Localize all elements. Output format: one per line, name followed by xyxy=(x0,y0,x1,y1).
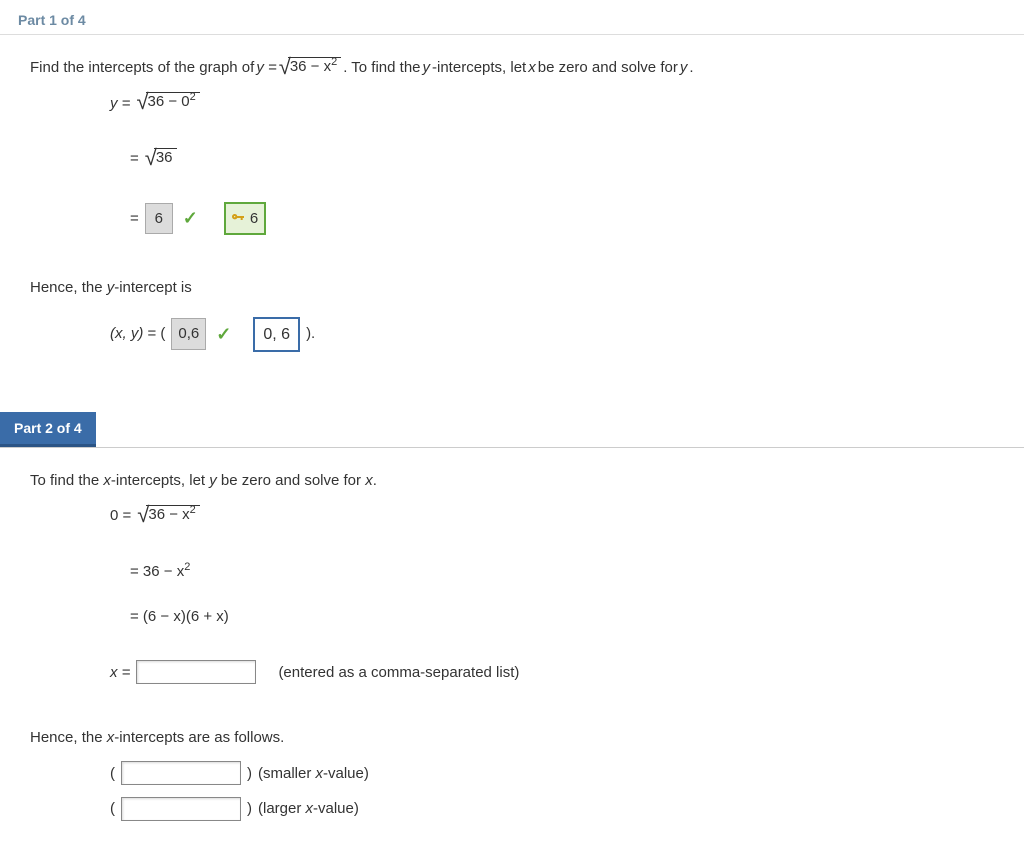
smaller-row: ( ) (smaller x-value) xyxy=(110,761,994,787)
eq-sign: = xyxy=(130,146,139,172)
eq-lhs: y = xyxy=(256,55,276,81)
key-icon xyxy=(230,210,246,226)
p2-hence-a: Hence, the xyxy=(30,729,107,746)
part1-hence: Hence, the y-intercept is xyxy=(30,275,994,301)
part2-line1: 0 = √ 36 − x2 xyxy=(110,503,994,529)
rad-text: 36 − 0 xyxy=(148,93,190,110)
smaller-label: (smaller x-value) xyxy=(258,761,369,787)
larger-row: ( ) (larger x-value) xyxy=(110,796,994,822)
line1-lhs: 0 = xyxy=(110,503,131,529)
intro-b: . To find the xyxy=(343,55,420,81)
intro-f: be zero and solve for xyxy=(538,55,678,81)
paren-open: ( xyxy=(110,796,115,822)
part2-hence: Hence, the x-intercepts are as follows. xyxy=(30,725,994,751)
part-2-bar: Part 2 of 4 xyxy=(0,412,1024,448)
x-hint: (entered as a comma-separated list) xyxy=(278,660,519,686)
larger-label: (larger x-value) xyxy=(258,796,359,822)
answer-box-1[interactable]: 6 xyxy=(145,203,173,235)
key-answer-2[interactable]: 0, 6 xyxy=(253,317,300,352)
hence-text: Hence, the xyxy=(30,279,107,296)
part2-x-row: x = (entered as a comma-separated list) xyxy=(110,660,994,686)
radicand: 36 − x xyxy=(290,58,331,75)
larger-x-input[interactable] xyxy=(121,797,241,821)
sqrt-expr: √ 36 − x2 xyxy=(279,57,341,79)
check-icon: ✓ xyxy=(183,203,198,234)
p2-radicand: 36 − x2 xyxy=(146,505,199,524)
line3-text: = (6 − x)(6 + x) xyxy=(130,604,229,630)
sqrt-sign: √ xyxy=(145,147,157,169)
p2-x: x xyxy=(103,472,111,489)
sqrt-sign: √ xyxy=(137,504,149,526)
intro-h: . xyxy=(689,55,693,81)
p2-sqrt: √ 36 − x2 xyxy=(137,505,199,527)
line2-text: = 36 − x2 xyxy=(130,559,190,585)
sqrt-body: 36 − x2 xyxy=(288,57,341,76)
x-input[interactable] xyxy=(136,660,256,684)
intro-x: x xyxy=(528,55,536,81)
hence2: -intercept is xyxy=(114,279,192,296)
line2-radicand: 36 xyxy=(154,148,177,167)
intro-y2: y xyxy=(680,55,688,81)
part1-line2: = √ 36 xyxy=(130,146,994,172)
paren-open: ( xyxy=(110,761,115,787)
p2-intro-e: be zero and solve for xyxy=(217,472,365,489)
smaller-x-input[interactable] xyxy=(121,761,241,785)
part-2-content: To find the x-intercepts, let y be zero … xyxy=(0,448,1024,842)
line1-radicand: 36 − 02 xyxy=(146,92,200,111)
p2-intro-a: To find the xyxy=(30,472,103,489)
line1-sqrt: √ 36 − 02 xyxy=(136,92,199,114)
paren-close: ) xyxy=(247,761,252,787)
part2-line3: = (6 − x)(6 + x) xyxy=(130,604,994,630)
part2-line2: = 36 − x2 xyxy=(130,559,994,585)
xy-label: (x, y) = ( xyxy=(110,321,165,347)
p2-hence-b: -intercepts are as follows. xyxy=(114,729,284,746)
key-value: 6 xyxy=(250,206,258,232)
intro-d: -intercepts, let xyxy=(432,55,526,81)
line1-lhs: y = xyxy=(110,91,130,117)
check-icon: ✓ xyxy=(216,319,231,350)
answer-box-2[interactable]: 0,6 xyxy=(171,318,206,350)
intro-text: Find the intercepts of the graph of xyxy=(30,55,254,81)
x-eq: x = xyxy=(110,660,130,686)
intro-y: y xyxy=(423,55,431,81)
part-2-header: Part 2 of 4 xyxy=(0,412,96,447)
part1-line1: y = √ 36 − 02 xyxy=(110,91,994,117)
line2-sqrt: √ 36 xyxy=(145,148,177,170)
part1-line3: = 6 ✓ 6 xyxy=(130,202,994,236)
part1-xy-row: (x, y) = ( 0,6 ✓ 0, 6 ). xyxy=(110,317,994,352)
p2-x2: x xyxy=(365,472,373,489)
part-1-intro: Find the intercepts of the graph of y = … xyxy=(30,55,994,81)
rad-text: 36 − x xyxy=(148,506,189,523)
paren-close: ) xyxy=(247,796,252,822)
eq-sign: = xyxy=(130,206,139,232)
sqrt-sign: √ xyxy=(136,91,148,113)
p2-intro-g: . xyxy=(373,472,377,489)
part-1-content: Find the intercepts of the graph of y = … xyxy=(0,35,1024,372)
close-paren: ). xyxy=(306,321,315,347)
part2-intro: To find the x-intercepts, let y be zero … xyxy=(30,468,994,494)
p2-intro-c: -intercepts, let xyxy=(111,472,209,489)
part-1-header: Part 1 of 4 xyxy=(0,0,1024,35)
p2-y: y xyxy=(209,472,217,489)
sqrt-sign: √ xyxy=(279,56,291,78)
key-answer-1[interactable]: 6 xyxy=(224,202,266,236)
